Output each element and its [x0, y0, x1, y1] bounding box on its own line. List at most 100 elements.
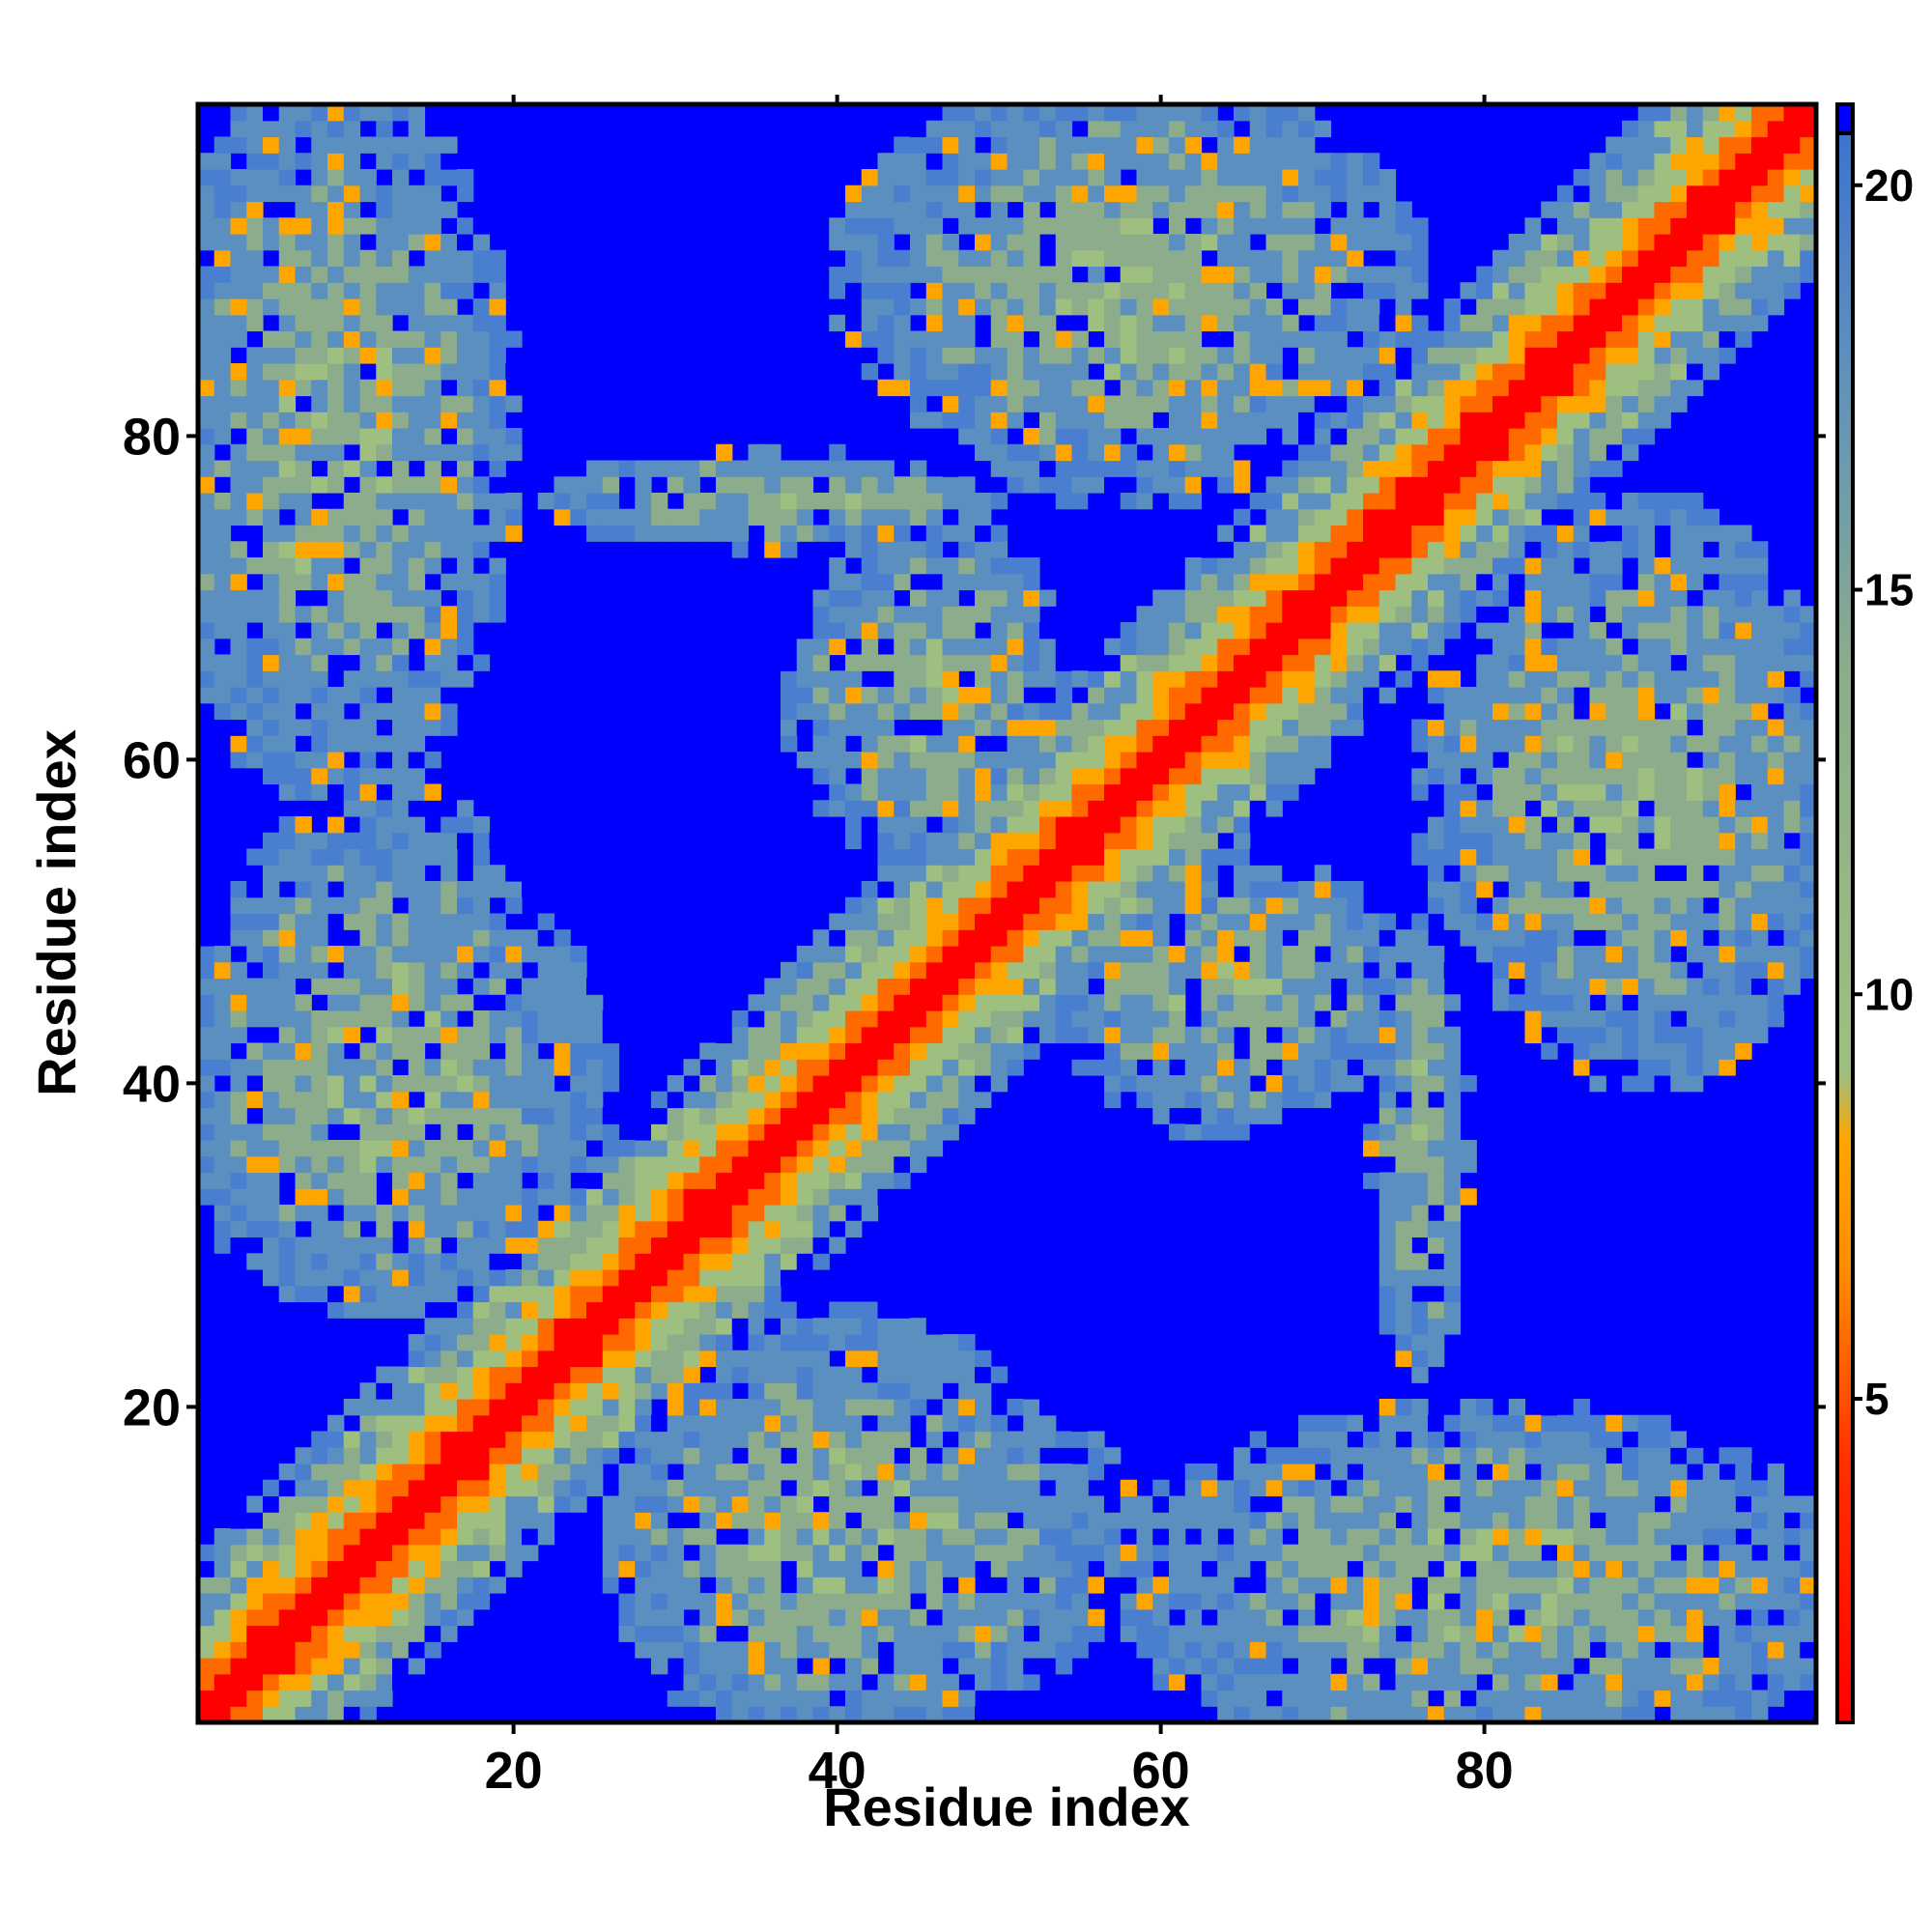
heatmap-cell — [1120, 201, 1138, 218]
heatmap-cell — [1282, 1447, 1299, 1464]
heatmap-cell — [1169, 460, 1186, 477]
heatmap-cell — [1234, 1107, 1251, 1124]
heatmap-cell — [748, 1528, 765, 1546]
heatmap-cell — [781, 1495, 798, 1513]
heatmap-cell — [1363, 946, 1380, 963]
heatmap-cell — [990, 1026, 1009, 1044]
heatmap-cell — [359, 266, 377, 283]
heatmap-cell — [472, 266, 491, 283]
heatmap-cell — [408, 1479, 426, 1497]
heatmap-cell — [716, 1577, 733, 1594]
heatmap-cell — [845, 1010, 863, 1028]
heatmap-cell — [263, 395, 280, 412]
heatmap-cell — [1007, 460, 1024, 477]
heatmap-cell — [457, 1155, 474, 1174]
heatmap-cell — [1330, 687, 1348, 704]
heatmap-cell — [1347, 1042, 1364, 1060]
heatmap-cell — [781, 508, 798, 526]
heatmap-cell — [408, 622, 426, 639]
heatmap-cell — [424, 395, 441, 412]
heatmap-cell — [958, 557, 976, 575]
heatmap-cell — [958, 1107, 976, 1124]
heatmap-cell — [1055, 929, 1073, 947]
heatmap-cell — [602, 1495, 620, 1513]
heatmap-cell — [1298, 1447, 1316, 1464]
heatmap-cell — [424, 654, 441, 671]
heatmap-cell — [408, 217, 426, 235]
heatmap-cell — [716, 1172, 733, 1189]
heatmap-cell — [1007, 670, 1024, 688]
heatmap-cell — [1071, 832, 1089, 850]
heatmap-cell — [942, 395, 959, 412]
heatmap-cell — [489, 1107, 506, 1124]
heatmap-cell — [812, 1673, 830, 1691]
heatmap-cell — [1234, 752, 1251, 769]
heatmap-cell — [1217, 573, 1235, 591]
heatmap-cell — [1298, 1091, 1316, 1109]
heatmap-cell — [1395, 978, 1412, 995]
heatmap-cell — [845, 1528, 863, 1546]
heatmap-cell — [990, 330, 1009, 348]
heatmap-cell — [457, 913, 474, 930]
heatmap-cell — [554, 476, 571, 494]
heatmap-cell — [796, 493, 814, 510]
heatmap-cell — [1330, 670, 1348, 688]
heatmap-cell — [1023, 1414, 1040, 1433]
heatmap-cell — [925, 946, 944, 963]
heatmap-cell — [1314, 557, 1332, 575]
heatmap-cell — [1055, 735, 1073, 753]
heatmap-cell — [327, 217, 345, 235]
heatmap-cell — [343, 347, 361, 364]
heatmap-cell — [1298, 1690, 1316, 1707]
heatmap-cell — [618, 1285, 636, 1303]
heatmap-cell — [796, 719, 814, 736]
heatmap-cell — [942, 881, 959, 898]
heatmap-cell — [1298, 153, 1316, 170]
heatmap-cell — [1152, 1059, 1170, 1076]
heatmap-cell — [213, 153, 232, 170]
heatmap-cell — [213, 1608, 232, 1627]
heatmap-cell — [1249, 185, 1267, 203]
heatmap-cell — [877, 266, 895, 283]
heatmap-cell — [343, 1495, 361, 1513]
heatmap-cell — [1071, 428, 1089, 445]
heatmap-cell — [1023, 832, 1040, 850]
heatmap-cell — [376, 1479, 393, 1497]
heatmap-cell — [505, 1075, 523, 1093]
heatmap-cell — [942, 961, 959, 980]
heatmap-cell — [359, 767, 377, 785]
heatmap-cell — [861, 800, 879, 817]
heatmap-cell — [295, 719, 312, 736]
heatmap-cell — [537, 1172, 555, 1189]
heatmap-cell — [1039, 832, 1057, 850]
heatmap-cell — [424, 1414, 441, 1433]
heatmap-cell — [1104, 298, 1122, 316]
heatmap-cell — [781, 1334, 798, 1351]
heatmap-cell — [845, 622, 863, 639]
heatmap-cell — [781, 541, 798, 558]
heatmap-cell — [278, 153, 297, 170]
heatmap-cell — [505, 1544, 523, 1562]
heatmap-cell — [1136, 1512, 1153, 1529]
heatmap-cell — [764, 1608, 781, 1627]
heatmap-cell — [278, 1010, 297, 1028]
heatmap-cell — [1330, 1608, 1348, 1627]
heatmap-cell — [1136, 1577, 1153, 1594]
heatmap-cell — [861, 169, 879, 186]
heatmap-cell — [327, 428, 345, 445]
heatmap-cell — [489, 1414, 506, 1433]
heatmap-cell — [230, 136, 247, 154]
heatmap-cell — [1330, 153, 1348, 170]
heatmap-cell — [877, 896, 895, 915]
heatmap-cell — [925, 1625, 944, 1642]
heatmap-cell — [376, 1269, 393, 1287]
heatmap-cell — [1411, 557, 1429, 575]
heatmap-cell — [489, 508, 506, 526]
heatmap-cell — [958, 896, 976, 915]
heatmap-cell — [990, 1010, 1009, 1028]
heatmap-cell — [699, 1269, 717, 1287]
heatmap-cell — [263, 1528, 280, 1546]
heatmap-cell — [845, 1690, 863, 1707]
heatmap-cell — [1088, 493, 1105, 510]
